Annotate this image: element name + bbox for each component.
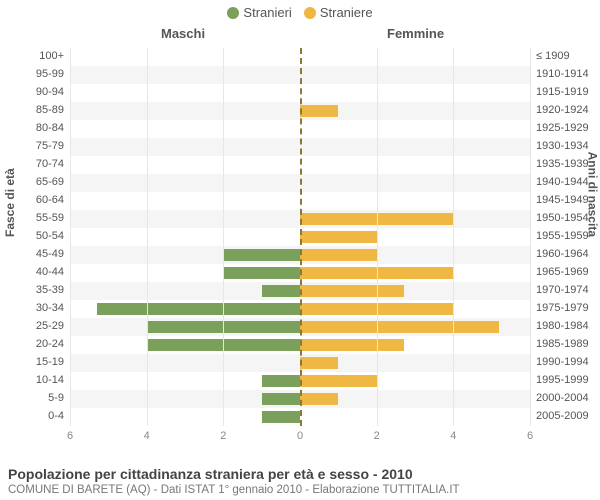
gridline <box>530 48 531 426</box>
year-label: 1970-1974 <box>536 284 599 296</box>
bar-male <box>262 285 300 297</box>
age-label: 5-9 <box>4 392 64 404</box>
age-label: 90-94 <box>4 86 64 98</box>
legend-label: Stranieri <box>243 5 291 20</box>
gridline <box>377 48 378 426</box>
year-label: 1950-1954 <box>536 212 599 224</box>
age-label: 100+ <box>4 50 64 62</box>
age-label: 55-59 <box>4 212 64 224</box>
year-label: 1980-1984 <box>536 320 599 332</box>
center-axis <box>300 48 302 426</box>
year-label: 1990-1994 <box>536 356 599 368</box>
age-label: 10-14 <box>4 374 64 386</box>
age-label: 80-84 <box>4 122 64 134</box>
header-female: Femmine <box>387 26 444 41</box>
bar-female <box>300 357 338 369</box>
legend: Stranieri Straniere <box>0 4 600 20</box>
bar-male <box>223 267 300 279</box>
gridline <box>223 48 224 426</box>
x-tick-label: 2 <box>220 430 226 442</box>
age-label: 60-64 <box>4 194 64 206</box>
age-label: 45-49 <box>4 248 64 260</box>
footer-title: Popolazione per cittadinanza straniera p… <box>8 466 460 482</box>
bar-male <box>262 375 300 387</box>
year-label: 1945-1949 <box>536 194 599 206</box>
year-label: 1930-1934 <box>536 140 599 152</box>
year-label: 1935-1939 <box>536 158 599 170</box>
year-label: ≤ 1909 <box>536 50 599 62</box>
x-tick-label: 6 <box>67 430 73 442</box>
x-tick-label: 4 <box>144 430 150 442</box>
year-label: 1925-1929 <box>536 122 599 134</box>
year-label: 1910-1914 <box>536 68 599 80</box>
plot-area: Maschi Femmine Fasce di età Anni di nasc… <box>70 48 530 426</box>
age-label: 0-4 <box>4 410 64 422</box>
year-label: 1985-1989 <box>536 338 599 350</box>
bar-male <box>262 393 300 405</box>
bar-female <box>300 105 338 117</box>
year-label: 1940-1944 <box>536 176 599 188</box>
age-label: 75-79 <box>4 140 64 152</box>
legend-swatch <box>304 7 316 19</box>
footer-subtitle: COMUNE DI BARETE (AQ) - Dati ISTAT 1° ge… <box>8 484 460 496</box>
year-label: 1975-1979 <box>536 302 599 314</box>
x-tick-label: 2 <box>374 430 380 442</box>
bar-male <box>262 411 300 423</box>
year-label: 1965-1969 <box>536 266 599 278</box>
bar-female <box>300 285 404 297</box>
year-label: 1915-1919 <box>536 86 599 98</box>
legend-item: Straniere <box>304 4 373 20</box>
gridline <box>147 48 148 426</box>
gridline <box>70 48 71 426</box>
year-label: 1955-1959 <box>536 230 599 242</box>
age-label: 35-39 <box>4 284 64 296</box>
age-label: 20-24 <box>4 338 64 350</box>
age-label: 30-34 <box>4 302 64 314</box>
bar-male <box>97 303 300 315</box>
gridline <box>453 48 454 426</box>
bar-female <box>300 393 338 405</box>
bar-female <box>300 231 377 243</box>
age-label: 50-54 <box>4 230 64 242</box>
year-label: 2005-2009 <box>536 410 599 422</box>
bar-female <box>300 321 499 333</box>
header-male: Maschi <box>161 26 205 41</box>
bar-female <box>300 249 377 261</box>
x-tick-label: 0 <box>297 430 303 442</box>
year-label: 2000-2004 <box>536 392 599 404</box>
legend-item: Stranieri <box>227 4 291 20</box>
age-label: 95-99 <box>4 68 64 80</box>
legend-swatch <box>227 7 239 19</box>
age-label: 65-69 <box>4 176 64 188</box>
x-tick-label: 6 <box>527 430 533 442</box>
age-label: 85-89 <box>4 104 64 116</box>
legend-label: Straniere <box>320 5 373 20</box>
year-label: 1920-1924 <box>536 104 599 116</box>
age-label: 15-19 <box>4 356 64 368</box>
population-pyramid-chart: Stranieri Straniere Maschi Femmine Fasce … <box>0 0 600 500</box>
chart-footer: Popolazione per cittadinanza straniera p… <box>8 466 460 496</box>
bar-female <box>300 339 404 351</box>
bar-male <box>223 249 300 261</box>
age-label: 70-74 <box>4 158 64 170</box>
year-label: 1960-1964 <box>536 248 599 260</box>
age-label: 25-29 <box>4 320 64 332</box>
age-label: 40-44 <box>4 266 64 278</box>
year-label: 1995-1999 <box>536 374 599 386</box>
x-tick-label: 4 <box>450 430 456 442</box>
bar-female <box>300 375 377 387</box>
